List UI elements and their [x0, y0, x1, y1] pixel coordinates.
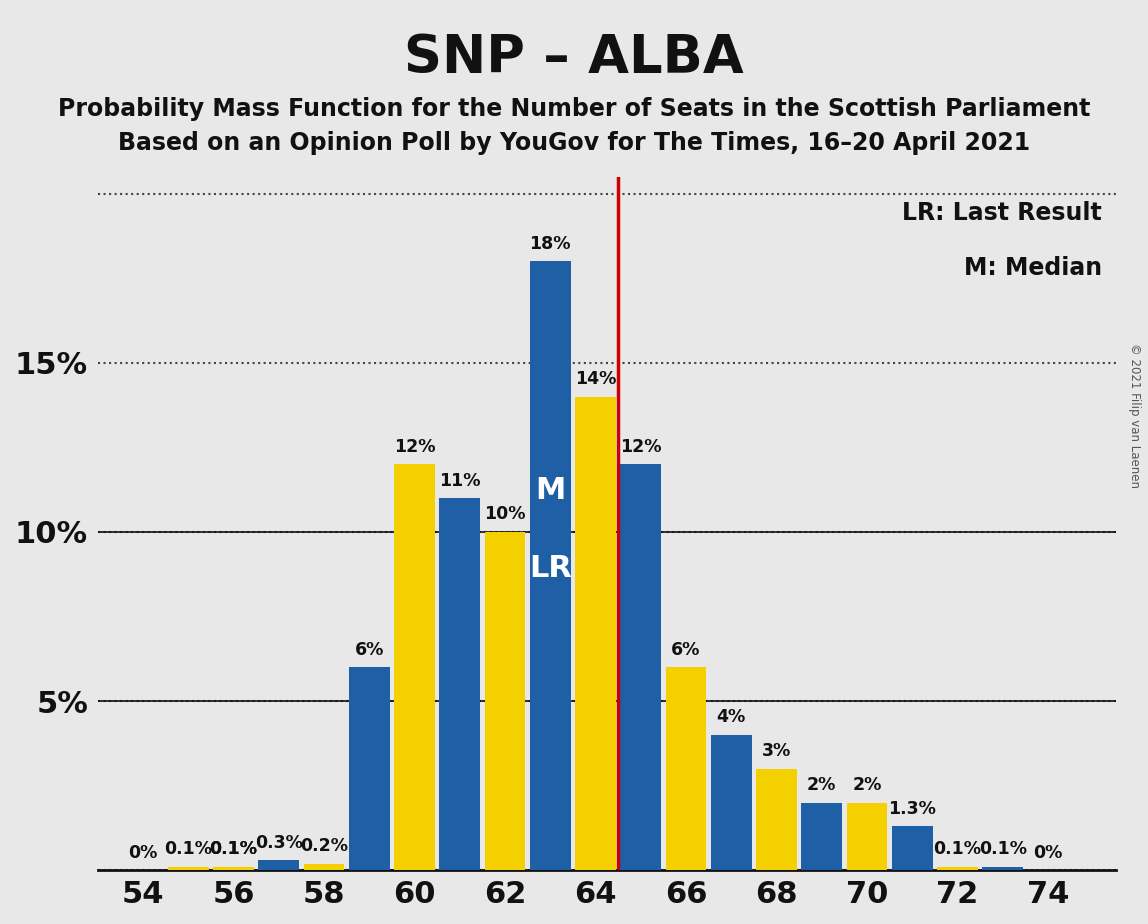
Bar: [214, 867, 254, 870]
Text: LR: LR: [529, 553, 572, 583]
Bar: [757, 769, 797, 870]
Bar: [168, 867, 209, 870]
Bar: [937, 867, 978, 870]
Bar: [575, 396, 615, 870]
Text: LR: Last Result: LR: Last Result: [902, 201, 1102, 225]
Text: M: M: [535, 476, 566, 505]
Text: 4%: 4%: [716, 709, 746, 726]
Text: 0%: 0%: [129, 844, 157, 862]
Text: 0%: 0%: [1033, 844, 1063, 862]
Text: 2%: 2%: [852, 776, 882, 794]
Text: 12%: 12%: [620, 438, 661, 456]
Text: 0.1%: 0.1%: [933, 841, 982, 858]
Text: 6%: 6%: [672, 641, 700, 659]
Text: 0.3%: 0.3%: [255, 833, 303, 852]
Bar: [440, 498, 480, 870]
Text: 11%: 11%: [439, 471, 481, 490]
Text: M: Median: M: Median: [964, 257, 1102, 281]
Text: 12%: 12%: [394, 438, 435, 456]
Text: Probability Mass Function for the Number of Seats in the Scottish Parliament: Probability Mass Function for the Number…: [57, 97, 1091, 121]
Text: 14%: 14%: [575, 371, 616, 388]
Text: 18%: 18%: [529, 235, 571, 253]
Text: 2%: 2%: [807, 776, 837, 794]
Text: Based on an Opinion Poll by YouGov for The Times, 16–20 April 2021: Based on an Opinion Poll by YouGov for T…: [118, 131, 1030, 155]
Bar: [530, 261, 571, 870]
Bar: [892, 826, 932, 870]
Bar: [349, 667, 389, 870]
Bar: [711, 735, 752, 870]
Text: SNP – ALBA: SNP – ALBA: [404, 32, 744, 84]
Text: 1.3%: 1.3%: [889, 800, 936, 818]
Bar: [258, 860, 300, 870]
Bar: [620, 464, 661, 870]
Text: 0.1%: 0.1%: [210, 841, 257, 858]
Text: 0.1%: 0.1%: [210, 841, 257, 858]
Bar: [846, 803, 887, 870]
Bar: [394, 464, 435, 870]
Bar: [983, 867, 1023, 870]
Text: 0.1%: 0.1%: [164, 841, 212, 858]
Bar: [484, 532, 526, 870]
Bar: [304, 864, 344, 870]
Text: 10%: 10%: [484, 505, 526, 524]
Bar: [214, 867, 254, 870]
Bar: [801, 803, 843, 870]
Text: 6%: 6%: [355, 641, 383, 659]
Text: © 2021 Filip van Laenen: © 2021 Filip van Laenen: [1127, 344, 1141, 488]
Text: 0.1%: 0.1%: [979, 841, 1026, 858]
Text: 3%: 3%: [762, 742, 791, 760]
Bar: [666, 667, 706, 870]
Text: 0.2%: 0.2%: [300, 837, 348, 855]
